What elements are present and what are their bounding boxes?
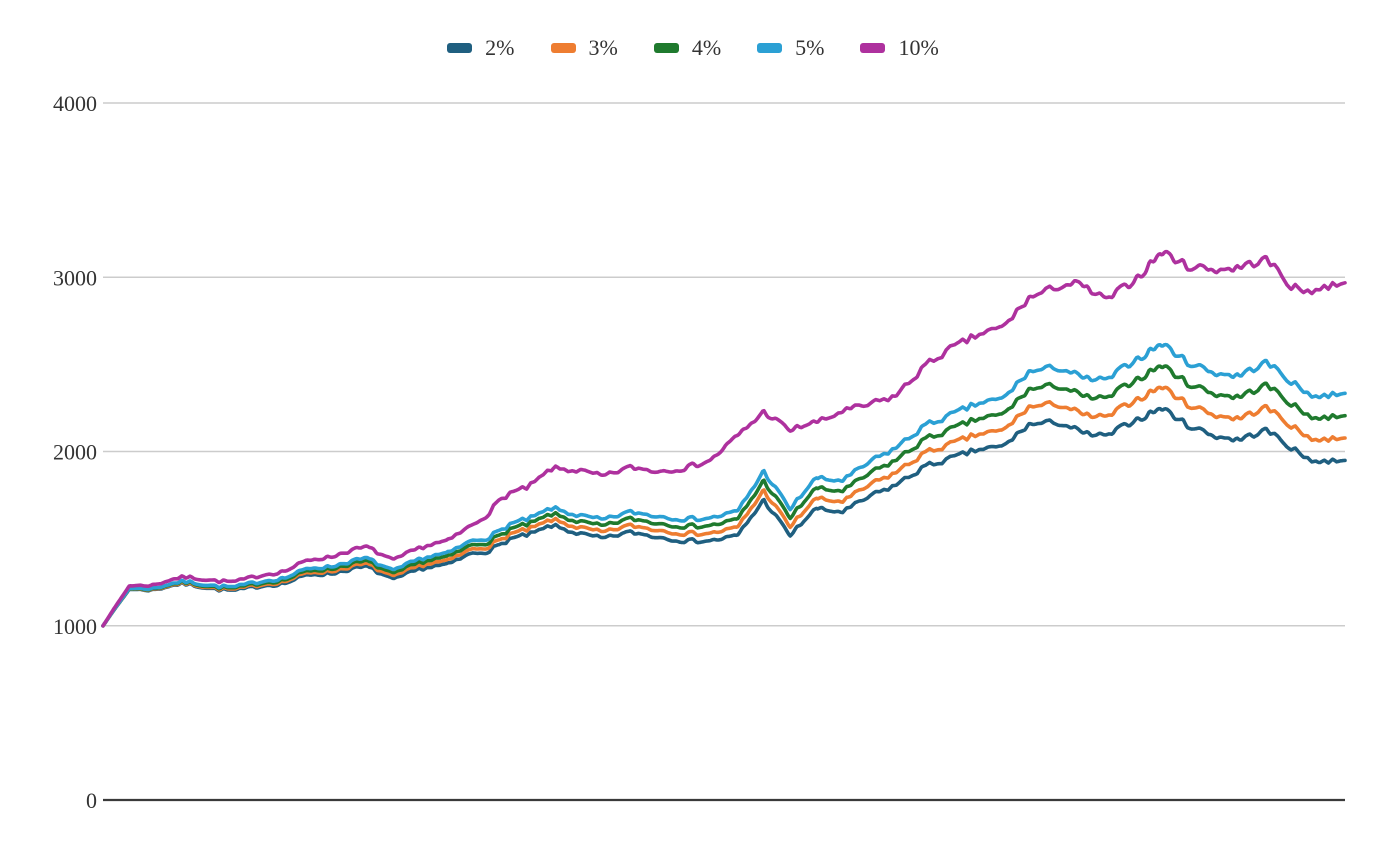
y-tick-label-1000: 1000 xyxy=(53,614,97,639)
y-tick-label-3000: 3000 xyxy=(53,265,97,290)
chart-legend: 2% 3% 4% 5% 10% xyxy=(0,35,1386,61)
series-line-5pct xyxy=(101,342,1347,628)
legend-item-10-percent[interactable]: 10% xyxy=(860,35,939,60)
legend-swatch-10-percent-icon xyxy=(860,43,886,53)
legend-label-3-percent: 3% xyxy=(588,35,618,60)
y-tick-label-4000: 4000 xyxy=(53,91,97,116)
legend-swatch-2-percent-icon xyxy=(447,43,473,53)
legend-item-4-percent[interactable]: 4% xyxy=(653,35,722,60)
legend-swatch-3-percent-icon xyxy=(550,43,576,53)
series-line-4pct xyxy=(101,364,1347,628)
legend-item-3-percent[interactable]: 3% xyxy=(550,35,618,60)
legend-label-10-percent: 10% xyxy=(898,35,939,60)
series-line-3pct xyxy=(101,385,1347,628)
legend-label-5-percent: 5% xyxy=(795,35,825,60)
legend-item-5-percent[interactable]: 5% xyxy=(757,37,824,59)
y-tick-label-2000: 2000 xyxy=(53,440,97,465)
legend-label-2-percent: 2% xyxy=(485,35,515,60)
y-tick-label-0: 0 xyxy=(86,788,97,813)
series-line-10pct xyxy=(101,249,1347,628)
legend-item-2-percent[interactable]: 2% xyxy=(447,35,515,60)
legend-label-4-percent: 4% xyxy=(691,35,722,60)
legend-swatch-4-percent-icon xyxy=(653,43,679,53)
legend-swatch-5-percent-icon xyxy=(757,43,783,53)
series-line-2pct xyxy=(101,406,1347,628)
